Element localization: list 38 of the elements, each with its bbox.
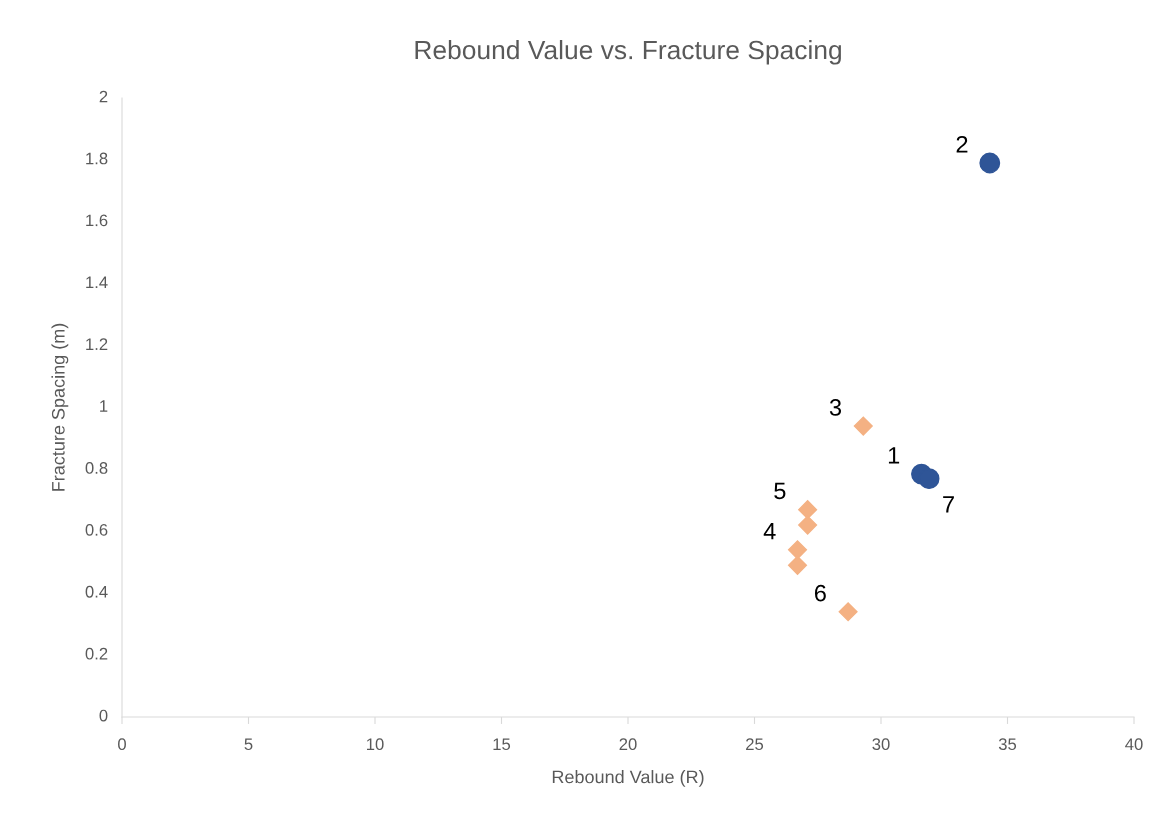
point: [787, 540, 808, 560]
y-tick-label: 2: [99, 90, 108, 103]
y-tick-label: 1.4: [86, 276, 108, 289]
chart-title: Rebound Value vs. Fracture Spacing: [415, 39, 841, 65]
x-tick-label: 0: [118, 738, 126, 751]
y-tick-label: 1: [100, 400, 108, 412]
annotation: 5: [774, 482, 786, 500]
point: [979, 152, 1001, 174]
y-tick-label: 0.4: [85, 585, 108, 598]
y-tick-label: 1.8: [86, 152, 108, 165]
point: [798, 515, 818, 535]
annotation: 4: [763, 523, 776, 540]
annotation: 2: [956, 135, 968, 153]
point: [838, 602, 858, 622]
point: [918, 468, 940, 490]
x-tick-label: 25: [746, 738, 764, 751]
y-tick-label: 0.2: [85, 647, 108, 660]
x-tick-label: 20: [619, 738, 637, 751]
annotation: 1: [888, 447, 900, 464]
x-tick-label: 15: [493, 738, 511, 751]
y-tick-label: 1.6: [86, 214, 108, 227]
y-axis-title: Fracture Spacing (m): [51, 323, 69, 491]
x-tick-label: 35: [998, 738, 1017, 751]
y-tick-label: 0: [99, 709, 108, 722]
annotation: 6: [814, 584, 826, 602]
point: [787, 555, 808, 575]
x-tick-label: 30: [872, 738, 890, 751]
y-tick-label: 0.6: [85, 523, 108, 536]
x-axis-title: Rebound Value (R): [552, 770, 704, 787]
x-tick-label: 5: [244, 738, 253, 751]
point: [853, 416, 873, 436]
y-tick-label: 0.8: [85, 462, 108, 474]
x-tick-label: 40: [1125, 738, 1143, 751]
y-tick-label: 1.2: [86, 338, 108, 350]
x-tick-label: 10: [367, 738, 384, 751]
point: [798, 500, 818, 520]
annotation: 3: [829, 399, 842, 416]
annotation: 7: [943, 496, 954, 513]
